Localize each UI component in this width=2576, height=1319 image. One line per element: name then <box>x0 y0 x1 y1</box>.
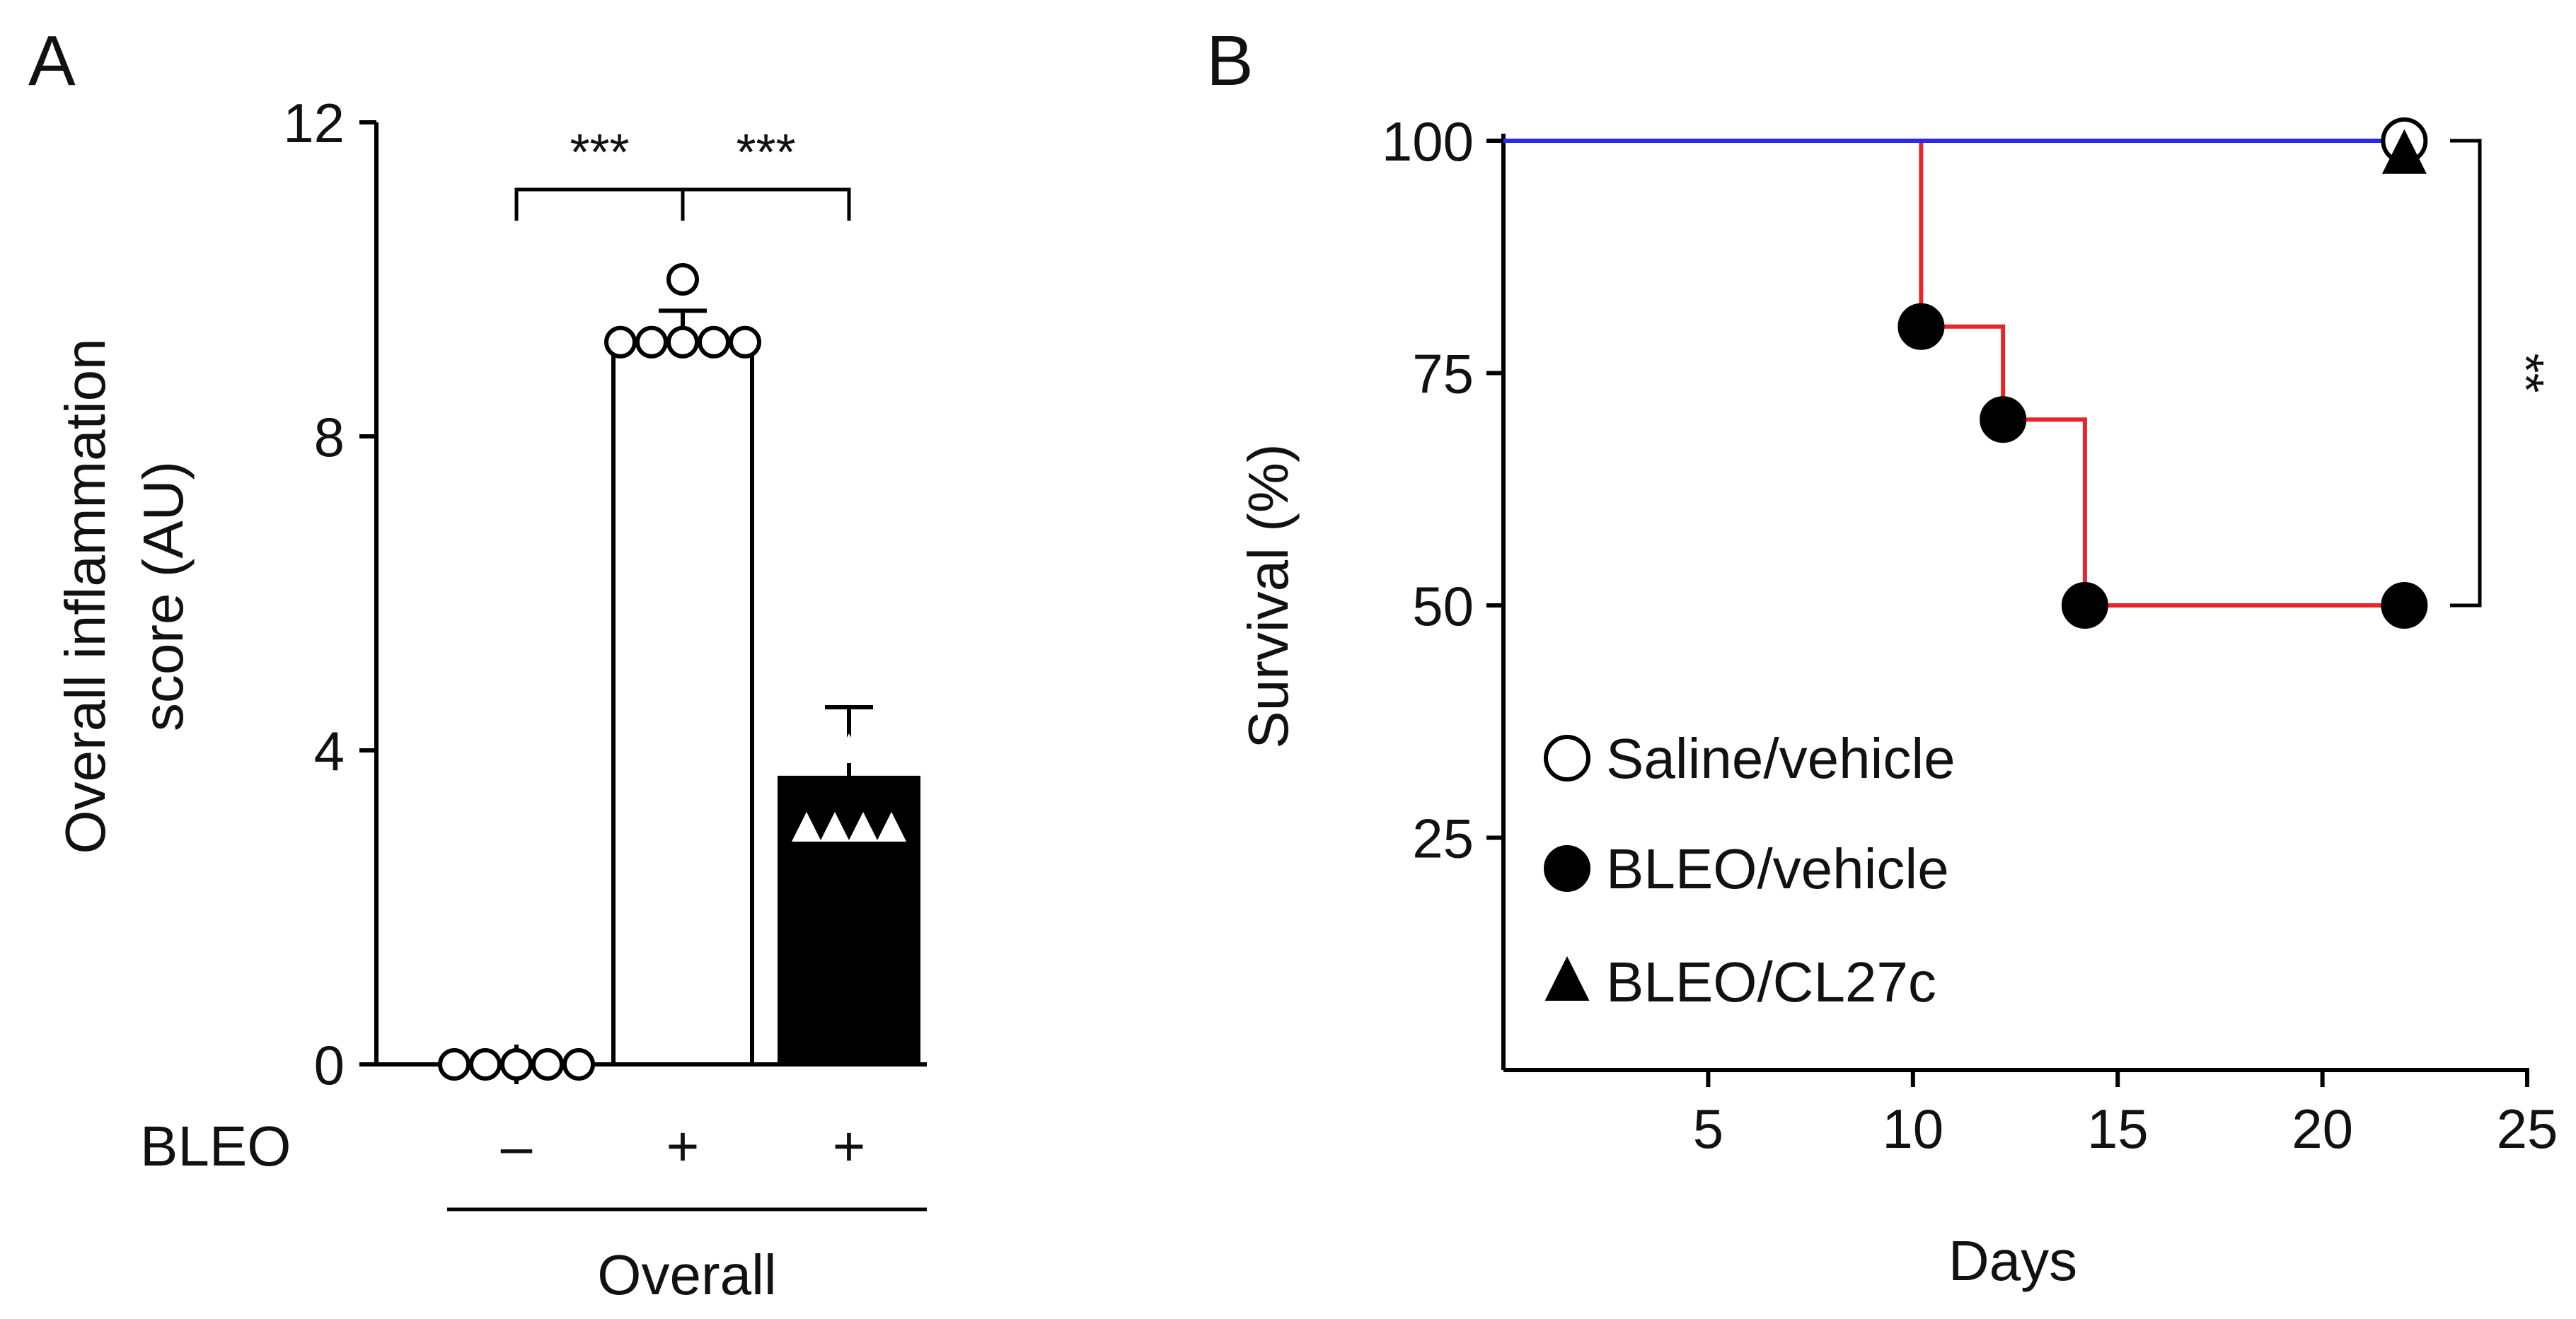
panel-a-y-tick-label: 0 <box>314 1034 345 1096</box>
panel-b-axes: 25 50 75 100 5 10 15 20 25 <box>1382 110 2558 1160</box>
legend-marker <box>1544 845 1590 892</box>
panel-b-x-tick-label: 5 <box>1693 1098 1723 1160</box>
marker-bleo-vehicle <box>2061 582 2108 629</box>
panel-b-significance-bracket: ** <box>2450 139 2553 608</box>
data-point <box>666 263 699 296</box>
panel-b-y-tick-label: 100 <box>1382 110 1474 173</box>
survival-line-bleo-vehicle <box>1503 139 2405 608</box>
data-point <box>806 733 836 763</box>
data-point <box>666 325 699 359</box>
panel-a-y-tick-label: 4 <box>314 720 345 782</box>
significance-bracket <box>2450 139 2482 608</box>
panel-b-y-tick-label: 75 <box>1412 343 1474 405</box>
data-point <box>698 325 730 359</box>
panel-a-y-tick-label: 12 <box>283 92 345 154</box>
panel-b-y-tick-label: 50 <box>1412 575 1474 637</box>
panel-a-y-axis-title-line2: score (AU) <box>132 461 195 731</box>
row-label-bleo: BLEO <box>140 1115 291 1178</box>
data-point <box>531 1048 564 1081</box>
legend-marker <box>1544 735 1590 781</box>
data-point <box>862 733 892 763</box>
significance-label: *** <box>736 124 795 181</box>
panel-b-x-tick-label: 20 <box>2292 1098 2353 1160</box>
data-point <box>438 1048 470 1081</box>
data-point <box>834 733 864 763</box>
data-point <box>877 812 906 842</box>
panel-a-x-labels: BLEO – + + Overall <box>140 1115 927 1306</box>
data-point <box>834 576 864 606</box>
panel-a-bars <box>514 308 920 1084</box>
data-point <box>562 1048 595 1081</box>
group-label-overall: Overall <box>597 1243 776 1306</box>
marker-bleo-vehicle <box>1980 396 2027 443</box>
data-point <box>848 812 878 842</box>
panel-b-x-tick-label: 15 <box>2087 1098 2149 1160</box>
panel-b-x-axis-title: Days <box>1948 1229 2077 1292</box>
data-point <box>500 1048 533 1081</box>
bleo-sign-label: – <box>501 1115 533 1178</box>
legend-label: Saline/vehicle <box>1606 727 1956 790</box>
bar-bleo-cl27c <box>778 775 920 1067</box>
significance-label: ** <box>2497 353 2553 393</box>
panel-a-significance-brackets: *** *** <box>514 124 851 221</box>
panel-b-markers <box>1898 117 2428 629</box>
data-point <box>729 325 761 359</box>
panel-b-x-tick-label: 10 <box>1882 1098 1943 1160</box>
bar-bleo-vehicle <box>611 339 754 1067</box>
legend-marker <box>1544 956 1590 1001</box>
panel-a-inflammation-bar-chart: A Overall inflammation score (AU) 04812 … <box>28 21 927 1306</box>
panel-label-b: B <box>1206 21 1254 100</box>
legend-label: BLEO/vehicle <box>1606 837 1949 900</box>
panel-b-legend: Saline/vehicle BLEO/vehicle BLEO/CL27c <box>1544 727 1956 1013</box>
significance-label: *** <box>570 124 629 181</box>
panel-b-survival-chart: B Survival (%) Days 25 50 75 100 5 10 15 20 25 *… <box>1206 21 2558 1292</box>
panel-a-y-axis-title-line1: Overall inflammation <box>54 338 117 854</box>
data-point <box>604 325 637 359</box>
panel-b-y-tick-label: 25 <box>1412 808 1474 870</box>
panel-a-data-points <box>438 263 906 1081</box>
panel-b-y-axis-title: Survival (%) <box>1237 443 1300 748</box>
data-point <box>469 1048 502 1081</box>
legend-label: BLEO/CL27c <box>1606 951 1936 1013</box>
panel-b-x-tick-label: 25 <box>2497 1098 2558 1160</box>
data-point <box>820 812 850 842</box>
bleo-sign-label: + <box>666 1115 700 1178</box>
bleo-sign-label: + <box>833 1115 866 1178</box>
marker-bleo-cl27c <box>2381 129 2427 174</box>
panel-label-a: A <box>28 21 76 100</box>
significance-bracket <box>514 187 851 221</box>
panel-b-survival-lines <box>1503 139 2405 608</box>
panel-a-y-tick-label: 8 <box>314 406 345 468</box>
marker-bleo-vehicle <box>1898 303 1945 350</box>
marker-bleo-vehicle <box>2381 582 2428 629</box>
data-point <box>635 325 668 359</box>
data-point <box>792 812 821 842</box>
